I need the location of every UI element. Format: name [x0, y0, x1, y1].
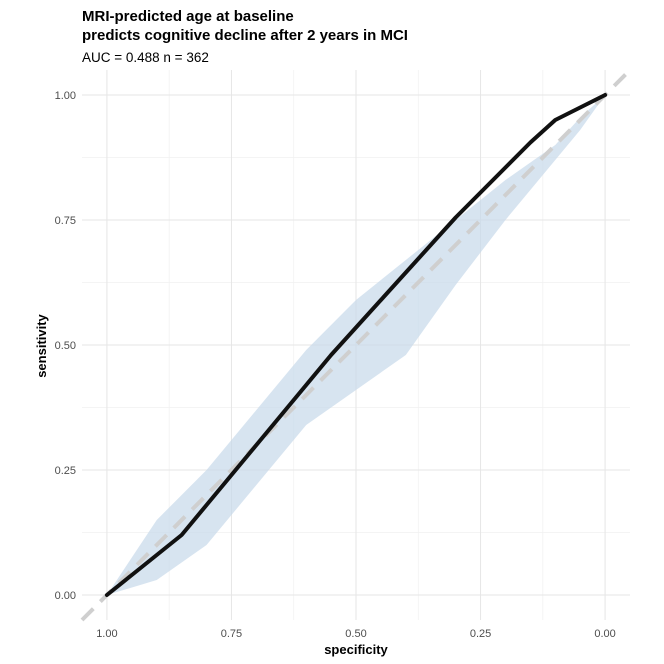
chart-title-line-1: MRI-predicted age at baseline: [82, 8, 294, 25]
y-axis-title: sensitivity: [34, 313, 49, 377]
y-tick-label: 0.50: [55, 340, 76, 352]
y-tick-label: 0.75: [55, 215, 76, 227]
plot-area: 1.00 0.75 0.50 0.25 0.00 0.00 0.25 0.50 0.75 1.00: [55, 68, 632, 640]
x-axis-title: specificity: [324, 642, 388, 657]
x-tick-label: 0.00: [594, 628, 615, 640]
roc-curve-line: [104, 93, 608, 597]
y-tick-label: 0.00: [55, 590, 76, 602]
chart-title-line-2: predicts cognitive decline after 2 years…: [82, 27, 408, 44]
x-tick-label: 0.50: [345, 628, 366, 640]
x-tick-label: 0.75: [221, 628, 242, 640]
y-tick-label: 0.25: [55, 465, 76, 477]
chart-subtitle: AUC = 0.488 n = 362: [82, 50, 209, 65]
x-tick-label: 1.00: [96, 628, 117, 640]
y-tick-label: 1.00: [55, 90, 76, 102]
x-tick-label: 0.25: [470, 628, 491, 640]
